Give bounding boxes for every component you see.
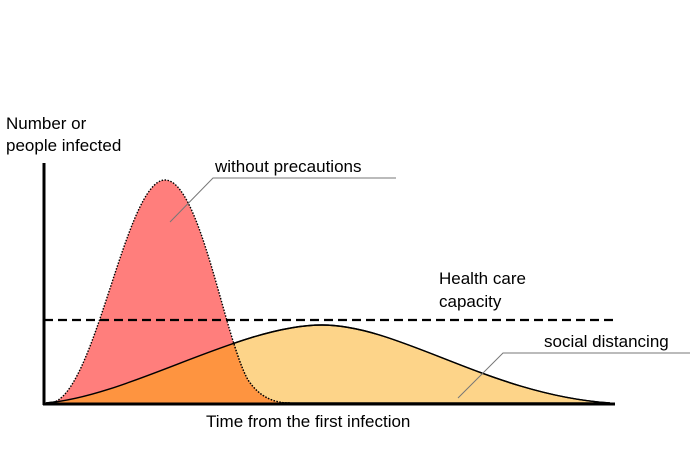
y-axis-label-line2: people infected [6, 136, 121, 155]
health-care-capacity-label-line2: capacity [439, 292, 502, 311]
social-distancing-leader [457, 352, 690, 399]
without-precautions-label: without precautions [214, 157, 361, 176]
y-axis-label-line1: Number or [6, 114, 87, 133]
x-axis-label: Time from the first infection [206, 412, 410, 431]
overlap-edge [49, 325, 291, 403]
health-care-capacity-label-line1: Health care [439, 269, 526, 288]
social-distancing-outline [45, 324, 611, 404]
social-distancing-label: social distancing [544, 332, 669, 351]
without-precautions-leader [169, 177, 396, 223]
